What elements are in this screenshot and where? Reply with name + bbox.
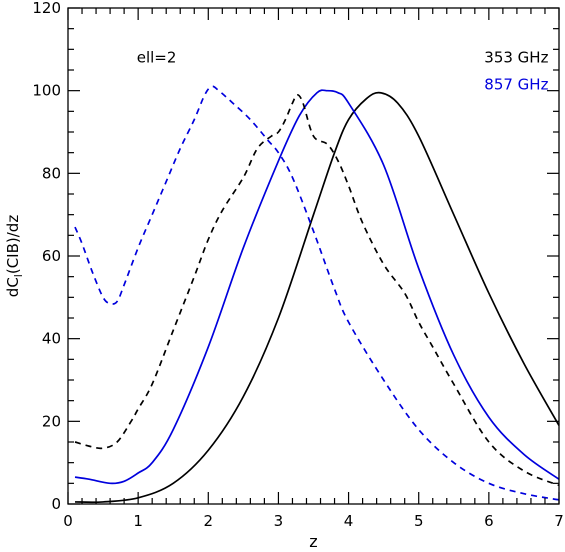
y-tick-label: 80 — [42, 164, 61, 182]
x-tick-label: 4 — [344, 512, 354, 530]
y-axis-label-rest: (CIB)/dz — [4, 215, 22, 274]
series-line-353-ghz-solid — [75, 91, 560, 504]
y-axis-label-subscript: l — [12, 274, 25, 277]
axis-ticks — [67, 7, 560, 505]
x-tick-label: 2 — [204, 512, 214, 530]
y-tick-label: 120 — [32, 0, 61, 17]
series-line-857-ghz-dashed — [74, 85, 560, 501]
x-tick-label: 5 — [414, 512, 424, 530]
y-tick-label: 40 — [42, 330, 61, 348]
plot-lines — [74, 85, 560, 504]
legend-353-ghz: 353 GHz — [484, 49, 548, 67]
series-line-857-ghz-solid — [74, 89, 560, 485]
y-tick-label: 100 — [32, 82, 61, 100]
annotation-ell: ell=2 — [137, 49, 177, 67]
x-tick-label: 1 — [133, 512, 143, 530]
series-line-353-ghz-dashed — [74, 93, 560, 487]
y-axis-label: dCl(CIB)/dz — [4, 215, 25, 298]
tick-labels: 0 1 2 3 4 5 6 7 0 20 40 60 80 100 120 — [32, 0, 563, 530]
x-tick-label: 6 — [484, 512, 494, 530]
y-tick-label: 0 — [51, 495, 61, 513]
x-tick-label: 3 — [274, 512, 284, 530]
legend-857-ghz: 857 GHz — [484, 75, 548, 93]
y-tick-label: 60 — [42, 247, 61, 265]
y-axis-label-main: dC — [4, 277, 22, 297]
x-axis-label: z — [309, 532, 317, 551]
x-tick-label: 0 — [63, 512, 73, 530]
x-tick-label: 7 — [554, 512, 564, 530]
y-tick-label: 20 — [42, 412, 61, 430]
